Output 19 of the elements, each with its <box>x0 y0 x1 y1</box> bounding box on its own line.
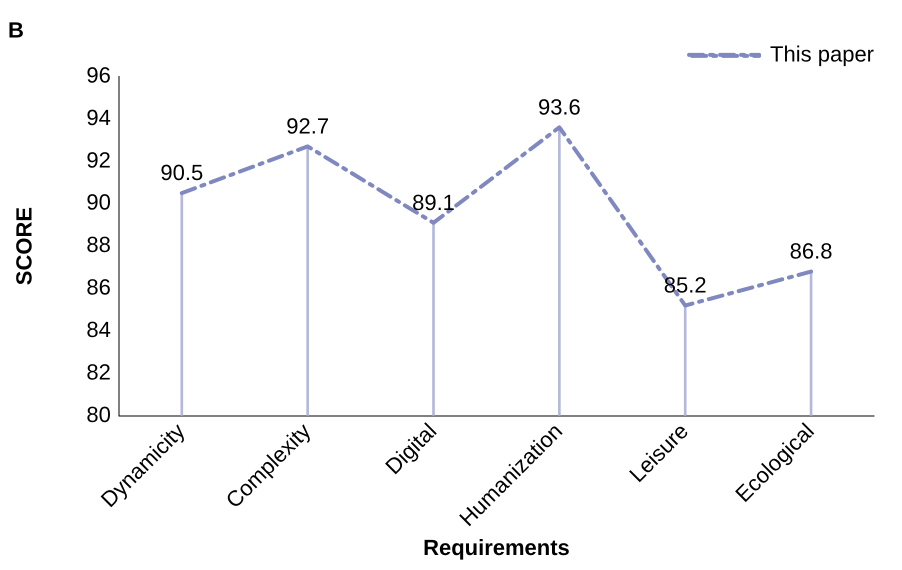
y-tick-label: 90 <box>86 190 111 215</box>
y-tick-label: 84 <box>86 317 111 342</box>
y-tick-label: 94 <box>86 104 111 130</box>
y-tick-label: 80 <box>86 402 111 427</box>
y-axis-title: SCORE <box>11 206 36 286</box>
data-label: 89.1 <box>412 190 455 215</box>
legend-label: This paper <box>770 41 874 66</box>
y-tick-label: 92 <box>86 147 111 172</box>
x-axis-title: Requirements <box>423 534 570 560</box>
y-tick-label: 88 <box>86 232 111 258</box>
data-label: 90.5 <box>160 160 204 186</box>
data-label: 86.8 <box>790 238 832 264</box>
y-tick-label: 82 <box>86 359 111 384</box>
data-label: 93.6 <box>538 94 581 120</box>
data-label: 92.7 <box>286 113 330 138</box>
y-tick-label: 86 <box>86 274 111 300</box>
y-tick-label: 96 <box>86 62 111 88</box>
data-label: 85.2 <box>664 272 707 298</box>
chart-title: B <box>8 17 24 42</box>
